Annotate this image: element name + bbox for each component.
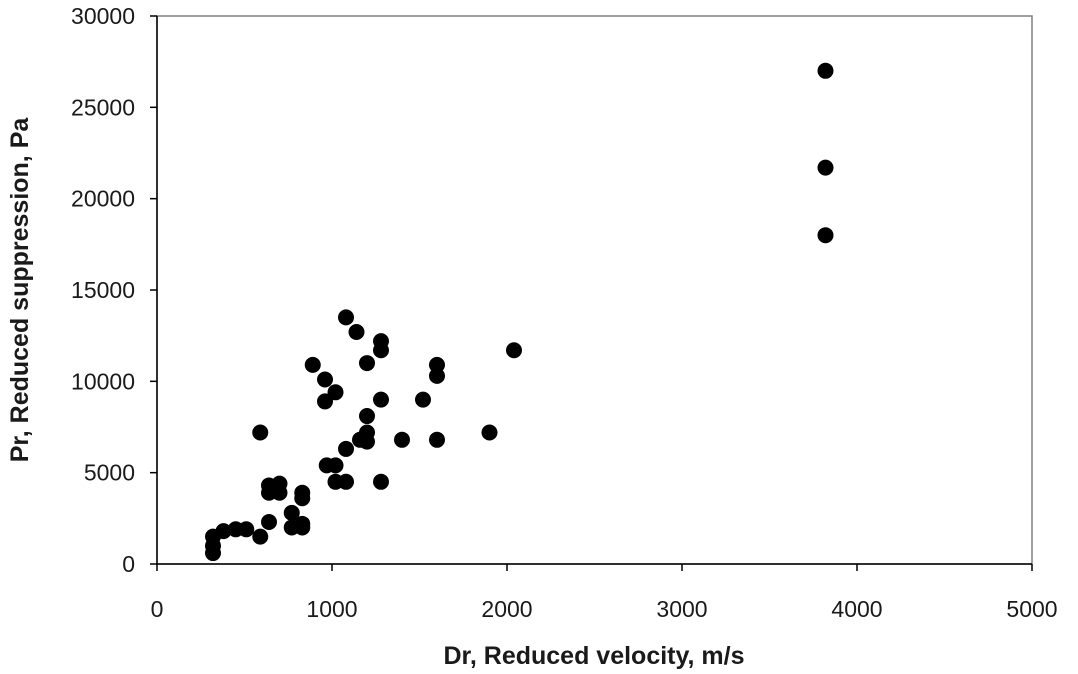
data-point [817,62,834,79]
data-points [205,62,834,562]
data-point [338,473,354,490]
data-point [304,356,321,373]
y-axis-ticks: 0 5000 10000 15000 20000 25000 30000 [71,3,157,577]
data-point [294,490,311,507]
data-point [338,440,354,457]
x-tick-label: 1000 [306,596,357,622]
data-point [506,342,522,359]
y-tick-label: 10000 [71,368,135,394]
y-axis-title: Pr, Reduced suppression, Pa [6,117,34,463]
x-tick-label: 5000 [1006,596,1057,622]
data-point [373,473,389,490]
data-point [252,424,269,441]
data-point [817,159,834,176]
data-point [415,391,431,408]
data-point [429,431,445,448]
data-point [317,393,333,410]
x-tick-label: 3000 [656,596,707,622]
data-point [238,521,255,538]
x-tick-label: 4000 [831,596,882,622]
data-point [373,391,389,408]
data-point [317,371,333,388]
data-point [817,227,834,244]
data-point [261,513,277,530]
data-point [271,484,288,501]
y-tick-label: 25000 [71,94,135,120]
y-tick-label: 0 [122,551,135,577]
data-point [283,504,300,521]
y-tick-label: 5000 [84,460,135,486]
data-point [359,408,375,425]
data-point [352,431,368,448]
data-point [359,355,375,372]
data-point [394,431,410,448]
y-tick-label: 30000 [71,3,135,29]
y-tick-label: 20000 [71,186,135,212]
data-point [294,519,311,536]
data-point [205,545,221,562]
x-tick-label: 0 [151,596,164,622]
plot-area [156,15,1033,565]
x-tick-label: 2000 [481,596,532,622]
x-axis-title: Dr, Reduced velocity, m/s [443,642,744,670]
data-point [327,384,344,401]
data-point [348,324,365,341]
data-point [327,457,344,474]
data-point [373,342,389,359]
data-point [338,309,354,326]
data-point [429,367,445,384]
data-point [481,424,498,441]
x-axis-ticks: 0 1000 2000 3000 4000 5000 [151,564,1058,622]
data-point [429,356,445,373]
y-tick-label: 15000 [71,277,135,303]
data-point [252,528,269,545]
